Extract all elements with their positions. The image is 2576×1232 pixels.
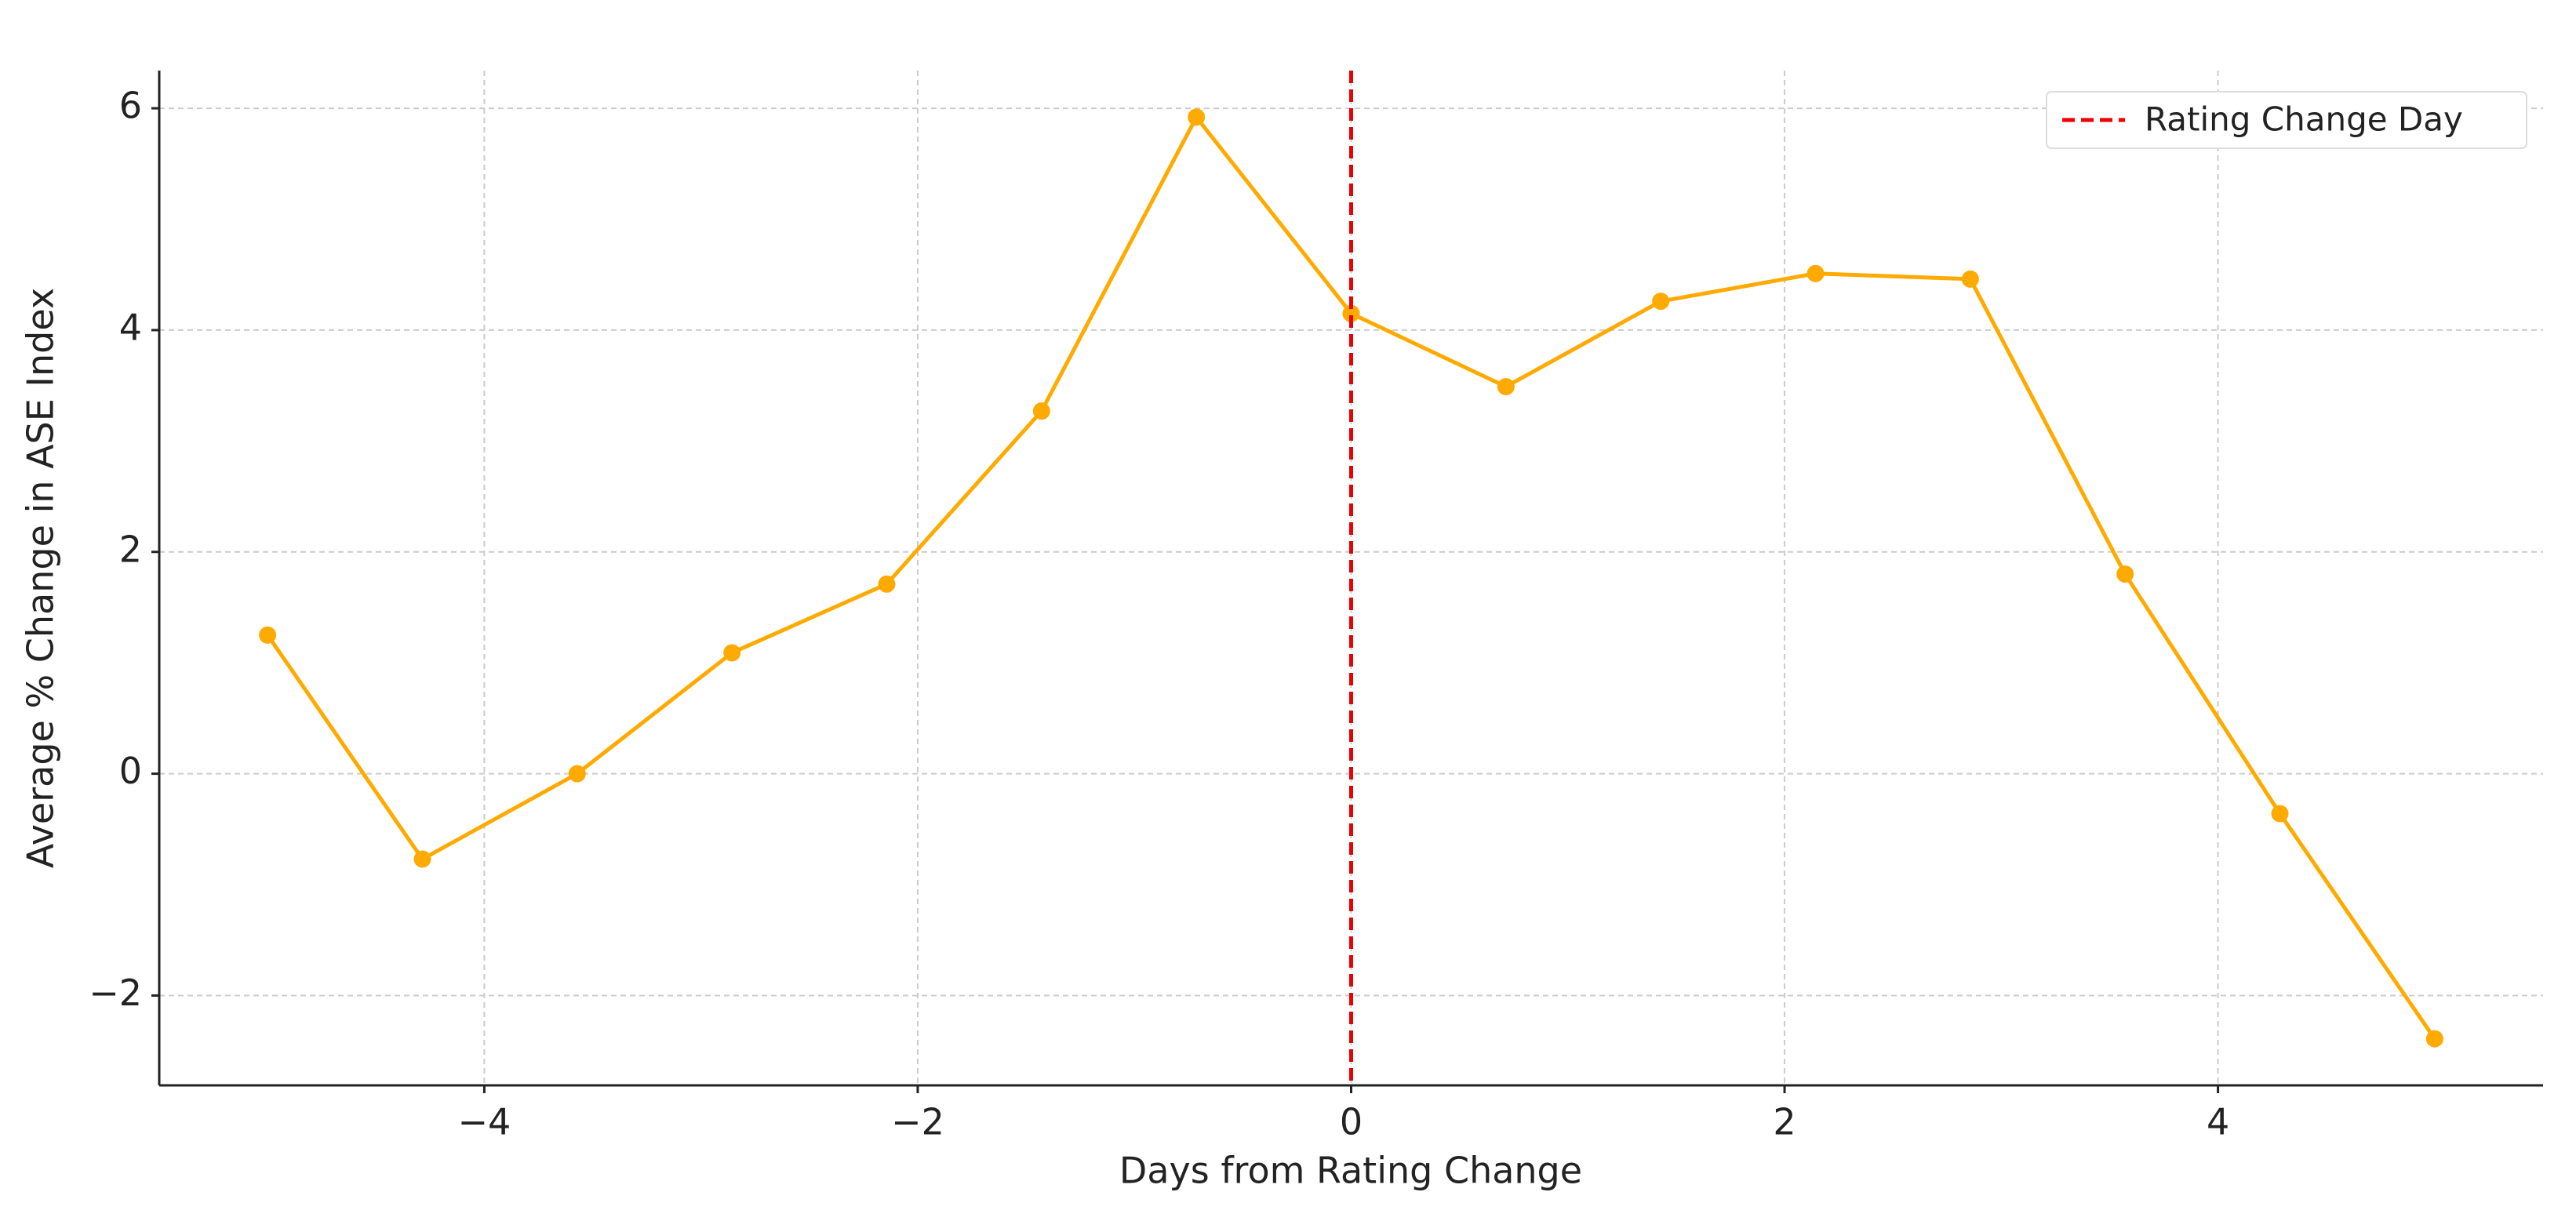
y-tick-label: −2	[89, 972, 142, 1014]
point	[259, 626, 277, 644]
y-tick-label: 6	[119, 85, 142, 127]
x-tick-label: 4	[2207, 1101, 2229, 1143]
point	[1961, 270, 1979, 288]
point	[413, 850, 431, 868]
x-tick-label: −2	[891, 1101, 944, 1143]
point	[1806, 264, 1825, 282]
point	[2425, 1030, 2443, 1048]
point	[1497, 378, 1515, 396]
y-axis-label: Average % Change in ASE Index	[20, 288, 62, 868]
y-tick-label: 0	[119, 750, 142, 792]
x-tick-label: 2	[1773, 1101, 1796, 1143]
point	[878, 575, 896, 593]
point	[1032, 402, 1050, 420]
legend-box	[2046, 91, 2527, 149]
point	[723, 644, 741, 662]
point	[568, 765, 586, 783]
y-tick-label: 2	[119, 528, 142, 570]
point	[1342, 304, 1360, 322]
point	[1652, 293, 1670, 311]
y-tick-label: 4	[119, 306, 142, 348]
legend-label: Rating Change Day	[2145, 100, 2463, 139]
point	[2116, 565, 2134, 583]
x-axis-label: Days from Rating Change	[1119, 1150, 1582, 1192]
x-tick-label: 0	[1340, 1101, 1363, 1143]
point	[1188, 108, 1206, 126]
point	[2271, 805, 2289, 823]
x-tick-label: −4	[458, 1101, 511, 1143]
